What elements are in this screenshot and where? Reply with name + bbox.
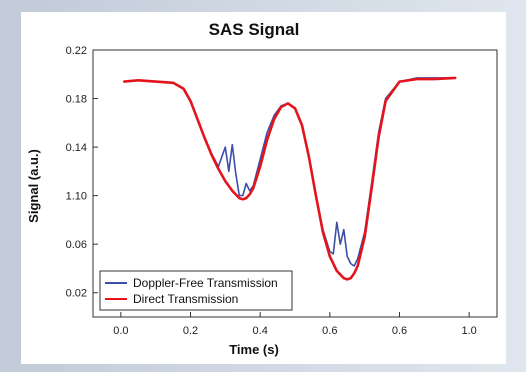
x-tick-label: 0.0 bbox=[113, 325, 128, 337]
x-tick-label: 0.4 bbox=[253, 325, 268, 337]
x-axis-label: Time (s) bbox=[229, 342, 279, 357]
y-axis-label: Signal (a.u.) bbox=[26, 149, 41, 223]
y-tick-label: 0.06 bbox=[66, 239, 87, 251]
x-tick-label: 0.6 bbox=[322, 325, 337, 337]
x-tick-label: 1.0 bbox=[461, 325, 476, 337]
plot-border bbox=[92, 49, 498, 318]
y-tick-label: 0.14 bbox=[66, 142, 87, 154]
x-tick-label: 0.2 bbox=[183, 325, 198, 337]
y-tick-label: 0.18 bbox=[66, 94, 87, 106]
chart-panel: SAS Signal 0.02 0.06 1.10 0.14 0.18 0.22 0.0 0… bbox=[21, 12, 506, 364]
y-tick-label: 0.22 bbox=[66, 45, 87, 57]
x-tick-label: 0.6 bbox=[392, 325, 407, 337]
legend-label: Doppler-Free Transmission bbox=[133, 276, 278, 290]
legend-label: Direct Transmission bbox=[133, 292, 238, 306]
y-tick-label: 1.10 bbox=[66, 191, 87, 203]
sas-signal-chart: SAS Signal 0.020.061.100.140.180.22 0.0 0… bbox=[26, 20, 498, 357]
y-tick-label: 0.02 bbox=[66, 288, 87, 300]
direct-series-line bbox=[123, 76, 457, 281]
plot-area bbox=[92, 49, 498, 318]
x-axis-ticks: 0.0 0.2 0.4 0.6 0.6 1.0 bbox=[113, 312, 477, 337]
legend: Doppler-Free Transmission Direct Transmis… bbox=[99, 270, 293, 311]
y-axis-ticks: 0.02 0.06 1.10 0.14 0.18 0.22 bbox=[66, 45, 98, 300]
series-group bbox=[123, 76, 457, 281]
chart-title: SAS Signal bbox=[209, 20, 300, 39]
legend-box bbox=[99, 270, 293, 311]
